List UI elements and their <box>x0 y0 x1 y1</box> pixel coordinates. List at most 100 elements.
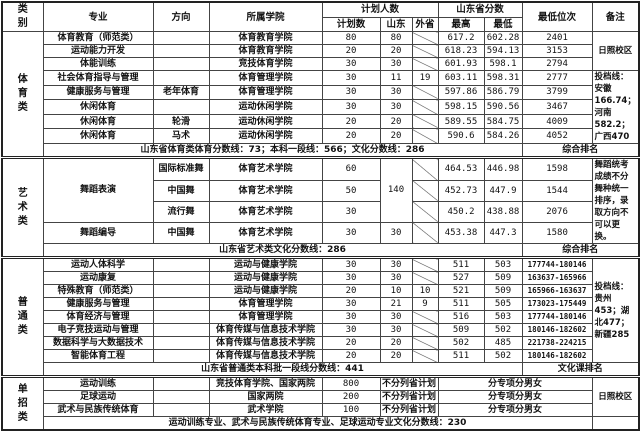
plan-other-cell <box>411 31 439 45</box>
college-cell: 体育管理学院 <box>208 297 323 311</box>
college-cell: 体育教育学院 <box>208 44 323 58</box>
score-max-cell: 603.11 <box>437 70 485 86</box>
remark-cell: 投档线：安徽166.74；河南582.2；广西470 <box>591 70 640 144</box>
header-major: 专业 <box>42 1 154 32</box>
plan-other-cell <box>411 128 439 144</box>
college-cell: 体育艺术学院 <box>208 200 323 223</box>
category-cell: 普通类 <box>1 256 44 377</box>
plan-total-cell: 30 <box>321 271 381 285</box>
direction-cell <box>152 256 210 272</box>
header-min-rank: 最低位次 <box>521 1 593 32</box>
min-rank-cell: 1580 <box>521 221 593 245</box>
plan-note-cell: 不分列省计划 <box>379 390 439 404</box>
header-remark: 备注 <box>591 1 640 32</box>
table-row: 健康服务与管理 老年体育 体育管理学院 30 30 597.86 586.79 3799 <box>2 84 639 101</box>
plan-total-cell: 800 <box>321 375 381 391</box>
remark-cell: 日照校区 <box>591 375 640 417</box>
category-label: 艺术类 <box>17 187 28 227</box>
min-rank-cell: 165966-163637 <box>521 284 593 298</box>
plan-shandong-cell: 30 <box>379 221 413 245</box>
plan-other-cell: 9 <box>411 297 439 311</box>
plan-note-cell: 不分列省计划 <box>379 375 439 391</box>
major-cell: 运动能力开发 <box>42 44 154 58</box>
major-cell: 运动人体科学 <box>42 256 154 272</box>
plan-shandong-cell: 30 <box>379 84 413 101</box>
college-cell: 运动休闲学院 <box>208 113 323 130</box>
plan-shandong-cell: 11 <box>379 70 413 86</box>
plan-shandong-cell: 30 <box>379 57 413 71</box>
min-rank-cell: 180146-182602 <box>521 323 593 337</box>
score-min-cell: 438.88 <box>483 200 523 223</box>
table-row: 健康服务与管理 体育管理学院 30 21 9 511 505 173023-175449 <box>2 297 639 311</box>
direction-cell <box>152 284 210 298</box>
direction-cell <box>152 31 210 45</box>
college-cell: 运动与健康学院 <box>208 256 323 272</box>
plan-shandong-cell: 30 <box>379 271 413 285</box>
score-min-cell: 594.13 <box>483 44 523 58</box>
plan-total-cell: 20 <box>321 284 381 298</box>
score-min-cell: 509 <box>483 271 523 285</box>
score-max-cell: 590.6 <box>437 128 485 144</box>
score-max-cell: 617.2 <box>437 31 485 45</box>
college-cell: 竞技体育学院、国家两院 <box>208 375 323 391</box>
plan-total-cell: 30 <box>321 200 381 223</box>
summary-row: 山东省普通类本科批一段线分数线：441 文化课排名 <box>2 362 640 377</box>
plan-shandong-cell: 30 <box>379 323 413 337</box>
major-cell: 休闲体育 <box>42 128 154 144</box>
plan-shandong-cell: 30 <box>379 256 413 272</box>
min-rank-cell: 180146-182602 <box>521 349 593 363</box>
direction-cell <box>152 44 210 58</box>
score-min-cell: 447.3 <box>483 221 523 245</box>
plan-total-cell: 30 <box>321 57 381 71</box>
college-cell: 体育传媒与信息技术学院 <box>208 336 323 350</box>
min-rank-cell: 2777 <box>521 70 593 86</box>
header-plan-other: 外省 <box>411 16 439 32</box>
plan-other-cell <box>411 200 439 223</box>
college-cell: 运动休闲学院 <box>208 128 323 144</box>
score-min-cell: 502 <box>483 349 523 363</box>
score-max-cell: 618.23 <box>437 44 485 58</box>
score-max-cell: 598.15 <box>437 99 485 115</box>
major-cell: 社会体育指导与管理 <box>42 70 154 86</box>
plan-total-cell: 60 <box>321 156 381 181</box>
score-min-cell: 503 <box>483 256 523 272</box>
table-row: 足球运动 国家两院 200 不分列省计划 分专项分男女 <box>2 390 639 404</box>
min-rank-cell: 163637-165966 <box>521 271 593 285</box>
college-cell: 体育艺术学院 <box>208 221 323 245</box>
score-min-cell: 505 <box>483 297 523 311</box>
score-min-cell: 447.9 <box>483 179 523 202</box>
direction-cell: 中国舞 <box>152 179 210 202</box>
plan-other-cell <box>411 156 439 181</box>
plan-total-cell: 20 <box>321 349 381 363</box>
summary-rank-cell: 文化课排名 <box>521 362 640 377</box>
major-cell: 智能体育工程 <box>42 349 154 363</box>
min-rank-cell: 4009 <box>521 113 593 130</box>
major-cell: 休闲体育 <box>42 99 154 115</box>
score-min-cell: 509 <box>483 284 523 298</box>
min-rank-cell: 2401 <box>521 31 593 45</box>
score-max-cell: 597.86 <box>437 84 485 101</box>
major-cell: 健康服务与管理 <box>42 84 154 101</box>
plan-total-cell: 30 <box>321 310 381 324</box>
direction-cell <box>152 70 210 86</box>
score-max-cell: 589.55 <box>437 113 485 130</box>
direction-cell: 国际标准舞 <box>152 156 210 181</box>
direction-cell <box>152 57 210 71</box>
score-min-cell: 602.28 <box>483 31 523 45</box>
major-cell: 体育经济与管理 <box>42 310 154 324</box>
plan-shandong-cell: 30 <box>379 310 413 324</box>
plan-total-cell: 30 <box>321 323 381 337</box>
category-label: 普通类 <box>17 297 28 336</box>
header-category: 类别 <box>1 1 44 32</box>
plan-shandong-cell: 20 <box>379 44 413 58</box>
plan-other-cell <box>411 256 439 272</box>
category-cell: 艺术类 <box>1 156 44 258</box>
college-cell: 体育传媒与信息技术学院 <box>208 323 323 337</box>
plan-other-cell <box>411 323 439 337</box>
score-min-cell: 584.75 <box>483 113 523 130</box>
plan-total-cell: 80 <box>321 31 381 45</box>
table-row: 智能体育工程 体育传媒与信息技术学院 20 20 511 502 180146-182602 <box>2 349 639 363</box>
plan-total-cell: 30 <box>321 84 381 101</box>
college-cell: 运动与健康学院 <box>208 271 323 285</box>
summary-cell: 山东省普通类本科批一段线分数线：441 <box>42 362 523 377</box>
